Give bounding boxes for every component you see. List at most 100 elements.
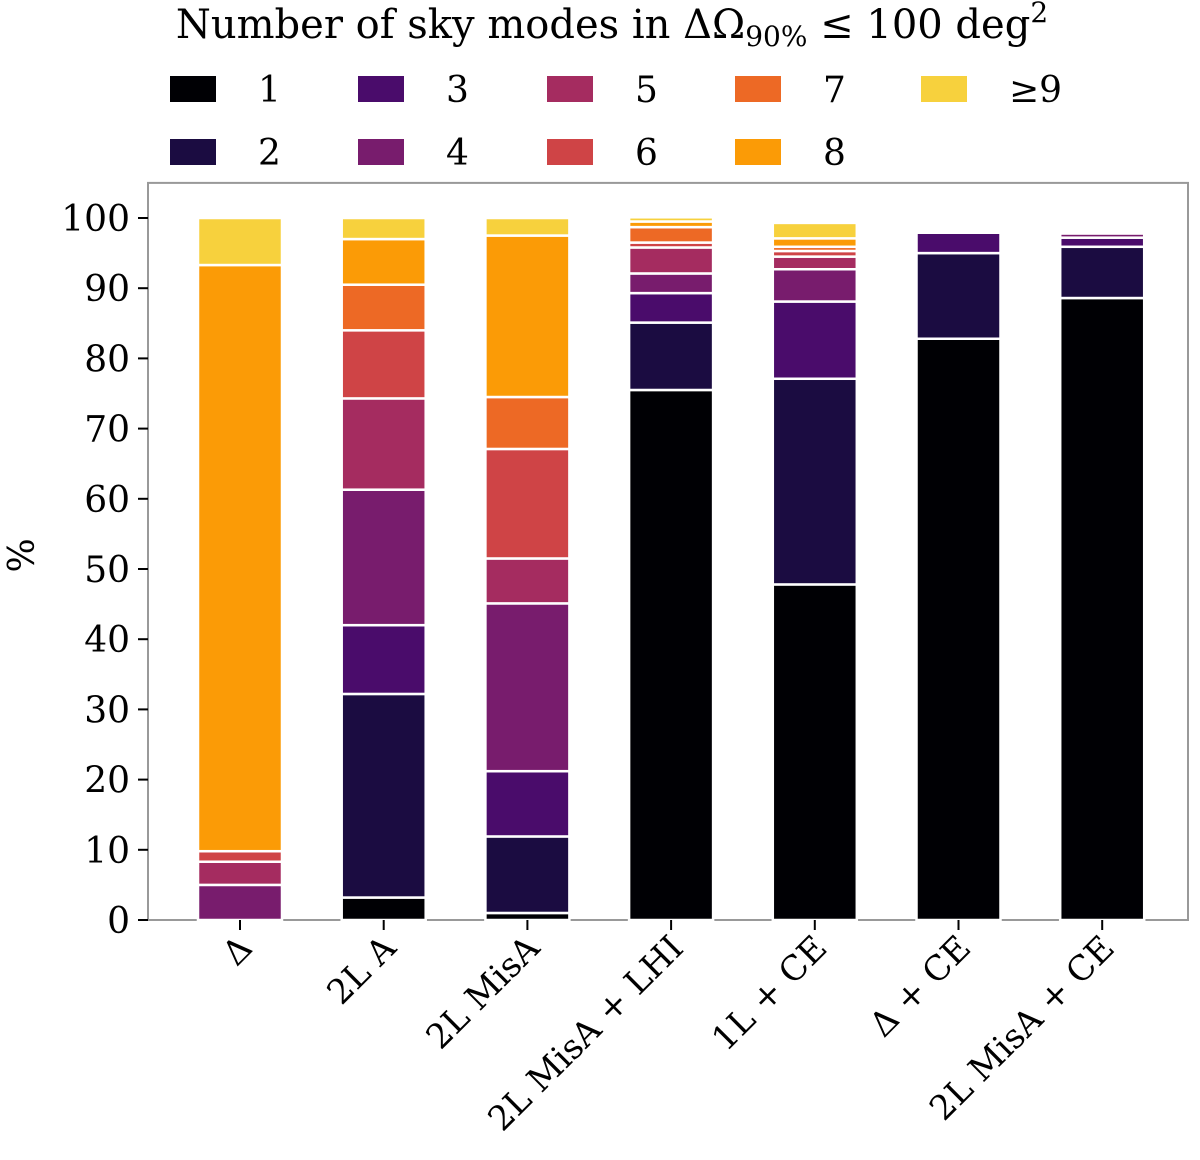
bar-segment [627,216,715,223]
x-tick-label: Δ [215,928,261,974]
bar-stack [340,216,427,922]
y-tick-label: 60 [84,480,130,521]
legend-swatch [170,76,216,102]
bar-segment [771,377,859,586]
bar-segment [340,488,427,627]
bar-segment [340,397,427,491]
bar-segment [196,883,284,922]
bar-segment [1058,226,1146,230]
y-tick-label: 50 [84,550,130,591]
legend-item: 1 [170,70,281,111]
legend-label: 7 [823,70,846,111]
legend-item: ≥9 [921,70,1062,111]
legend-label: 1 [258,70,281,111]
legend-label: 5 [635,70,658,111]
bar-segment [627,388,715,922]
bar-segment [915,231,1002,255]
bar-segment [484,447,571,560]
bar-segment [484,835,571,915]
bar-segment [915,251,1002,340]
legend-item: 7 [735,70,846,111]
legend-swatch [735,76,781,102]
bar-segment [484,602,571,773]
bar-segment [196,860,284,887]
bar-stack [915,228,1002,922]
bar-segment [196,216,284,267]
legend-swatch [358,139,404,165]
bar-segment [196,263,284,853]
bar-segment [340,623,427,696]
chart-title-text: Number of sky modes in ΔΩ90% ≤ 100 deg2 [176,0,1048,53]
legend-swatch [358,76,404,102]
bar-stack [1058,226,1146,922]
legend-item: 5 [547,70,658,111]
bar-segment [340,216,427,241]
y-tick-label: 70 [84,410,130,451]
legend-item: 3 [358,70,469,111]
bar-segment [1058,245,1146,300]
legend-label: ≥9 [1009,70,1062,111]
x-tick-label: Δ + CE [862,928,979,1045]
bars [196,216,1146,922]
bar-segment [340,237,427,286]
legend-swatch [735,139,781,165]
bar-stack [484,216,571,922]
bar-stack [196,216,284,922]
y-tick-label: 20 [84,761,130,802]
y-axis: 0 10 20 30 40 50 60 70 80 90 100 [61,199,148,942]
bar-stack [771,221,859,922]
bar-segment [771,267,859,303]
legend-item: 4 [358,133,469,174]
bar-segment [627,291,715,324]
bar-segment [771,221,859,240]
bar-segment [484,557,571,605]
y-tick-label: 30 [84,690,130,731]
bar-segment [627,246,715,275]
legend-item: 8 [735,133,846,174]
legend-swatch [547,76,593,102]
x-tick-label: 2L MisA [419,928,549,1058]
legend-label: 8 [823,133,846,174]
legend: 1 2 3 4 5 6 7 8 ≥9 [170,70,1062,174]
bar-segment [1058,236,1146,249]
bar-segment [915,337,1002,922]
legend-swatch [921,76,967,102]
bar-segment [771,583,859,922]
y-tick-label: 10 [84,831,130,872]
legend-item: 2 [170,133,281,174]
bar-segment [771,255,859,271]
x-tick-label: 2L A [320,928,405,1013]
bar-segment [915,228,1002,234]
bar-segment [627,272,715,295]
y-tick-label: 40 [84,620,130,661]
bar-segment [484,395,571,451]
bar-segment [627,225,715,244]
bar-segment [484,216,571,237]
bar-segment [771,237,859,249]
y-tick-label: 90 [84,269,130,310]
legend-label: 6 [635,133,658,174]
legend-label: 3 [446,70,469,111]
bar-segment [484,234,571,399]
bar-stack [627,216,715,922]
y-tick-label: 0 [107,901,130,942]
bar-segment [771,300,859,381]
bar-segment [340,283,427,332]
legend-label: 2 [258,133,281,174]
bar-segment [484,769,571,838]
y-axis-label: % [2,538,43,572]
bar-segment [196,849,284,863]
legend-label: 4 [446,133,469,174]
legend-item: 6 [547,133,658,174]
bar-segment [627,321,715,392]
y-tick-label: 80 [84,339,130,380]
bar-segment [340,329,427,400]
legend-swatch [547,139,593,165]
bar-segment [340,896,427,922]
bar-segment [340,692,427,899]
chart-title: Number of sky modes in ΔΩ90% ≤ 100 deg2 [176,0,1048,53]
bar-segment [1058,296,1146,922]
x-tick-label: 1L + CE [704,928,835,1059]
